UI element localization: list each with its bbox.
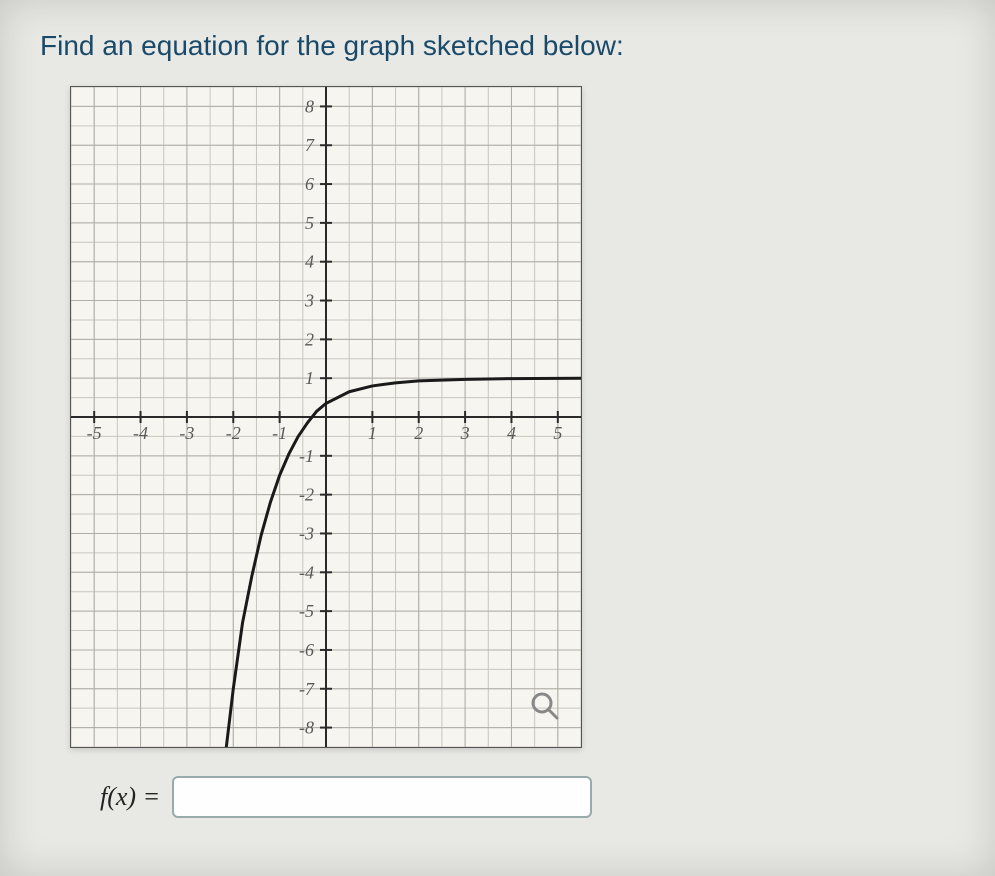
svg-text:2: 2 (305, 329, 314, 349)
chart-container: -5 -4 -3 -2 -1 1 2 3 4 5 -8 -7 -6 -5 -4 -3 -2 -1 1 2 3 4 5 6 7 8 (70, 86, 580, 746)
svg-text:-4: -4 (133, 423, 148, 443)
svg-text:5: 5 (305, 213, 314, 233)
answer-input[interactable] (172, 776, 592, 818)
svg-text:4: 4 (507, 423, 516, 443)
svg-text:3: 3 (460, 423, 470, 443)
svg-text:-8: -8 (299, 718, 314, 738)
zoom-icon[interactable] (530, 691, 560, 726)
svg-text:5: 5 (553, 423, 562, 443)
svg-text:-5: -5 (299, 601, 314, 621)
svg-text:-6: -6 (299, 640, 314, 660)
svg-text:1: 1 (305, 368, 314, 388)
question-prompt: Find an equation for the graph sketched … (40, 30, 955, 62)
svg-text:-1: -1 (272, 423, 287, 443)
svg-text:-3: -3 (299, 523, 314, 543)
svg-text:1: 1 (368, 423, 377, 443)
svg-text:-4: -4 (299, 562, 314, 582)
svg-text:-5: -5 (87, 423, 102, 443)
answer-row: f(x) = (100, 776, 955, 818)
svg-text:2: 2 (414, 423, 423, 443)
svg-text:3: 3 (304, 291, 314, 311)
svg-text:6: 6 (305, 174, 314, 194)
page: Find an equation for the graph sketched … (0, 0, 995, 876)
function-graph-chart: -5 -4 -3 -2 -1 1 2 3 4 5 -8 -7 -6 -5 -4 -3 -2 -1 1 2 3 4 5 6 7 8 (70, 86, 582, 748)
svg-text:8: 8 (305, 96, 314, 116)
svg-text:-3: -3 (179, 423, 194, 443)
svg-text:-2: -2 (226, 423, 241, 443)
svg-text:-2: -2 (299, 485, 314, 505)
svg-text:-7: -7 (299, 679, 315, 699)
svg-text:7: 7 (305, 135, 315, 155)
svg-text:4: 4 (305, 252, 314, 272)
fx-label: f(x) = (100, 782, 160, 812)
svg-text:-1: -1 (299, 446, 314, 466)
